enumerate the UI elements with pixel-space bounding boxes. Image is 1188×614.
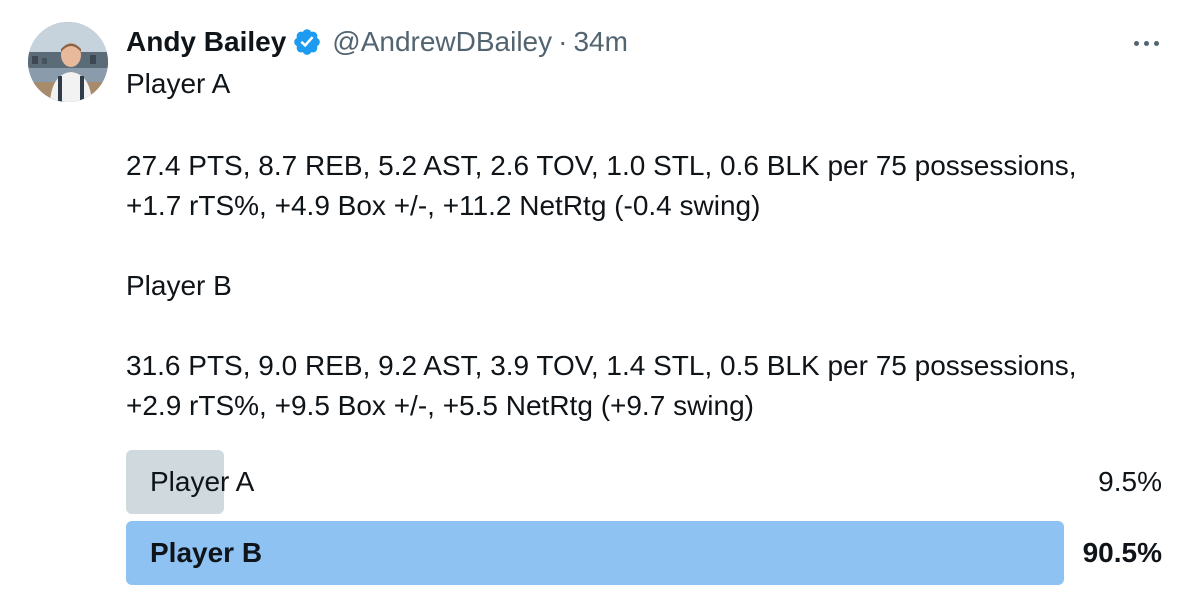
tweet-text-line: 27.4 PTS, 8.7 REB, 5.2 AST, 2.6 TOV, 1.0… — [126, 150, 1077, 181]
poll-option-label: Player A — [150, 466, 255, 497]
more-dot — [1133, 40, 1139, 46]
separator-dot: · — [558, 26, 568, 57]
profile-photo-icon — [28, 22, 108, 102]
avatar[interactable] — [28, 22, 108, 102]
poll-option-player-a: Player A 9.5% — [126, 450, 1162, 514]
poll-option-percent: 9.5% — [1098, 466, 1162, 497]
display-name[interactable]: Andy Bailey — [126, 26, 287, 57]
timestamp[interactable]: 34m — [573, 26, 628, 57]
more-dot — [1153, 40, 1159, 46]
poll-bar — [126, 521, 1064, 585]
poll-option-percent: 90.5% — [1082, 537, 1162, 568]
tweet-header: Andy Bailey @AndrewDBailey · 34m — [126, 22, 628, 62]
tweet-text-line: Player A — [126, 68, 231, 99]
poll-option-label: Player B — [150, 537, 263, 568]
more-dot — [1143, 40, 1149, 46]
tweet-text-line: +1.7 rTS%, +4.9 Box +/-, +11.2 NetRtg (-… — [126, 190, 761, 221]
more-horizontal-icon[interactable] — [1126, 26, 1166, 60]
tweet-text-line: +2.9 rTS%, +9.5 Box +/-, +5.5 NetRtg (+9… — [126, 390, 754, 421]
handle[interactable]: @AndrewDBailey — [332, 26, 553, 57]
tweet-text-line: Player B — [126, 270, 232, 301]
poll-bar — [126, 450, 224, 514]
verified-badge-icon[interactable] — [292, 27, 322, 57]
tweet-text-line: 31.6 PTS, 9.0 REB, 9.2 AST, 3.9 TOV, 1.4… — [126, 350, 1077, 381]
poll-option-player-b: Player B 90.5% — [126, 521, 1162, 585]
